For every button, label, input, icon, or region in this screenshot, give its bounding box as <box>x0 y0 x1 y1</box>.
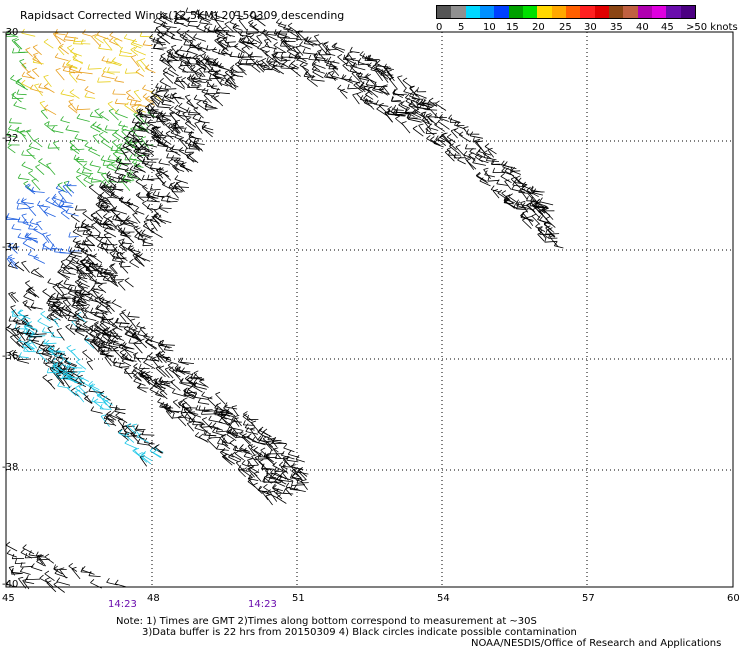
legend-label: 0 <box>436 22 443 33</box>
lon-label-51: 51 <box>292 593 305 604</box>
lat-label-30: -30 <box>2 27 19 38</box>
legend-swatch <box>651 6 667 18</box>
legend-swatch <box>623 6 638 18</box>
legend-swatch <box>608 6 624 18</box>
lon-label-60: 60 <box>727 593 740 604</box>
legend-swatch <box>637 6 652 18</box>
note-line-2: 3)Data buffer is 22 hrs from 20150309 4)… <box>142 627 577 638</box>
legend-swatch <box>494 6 509 18</box>
legend-label: 30 <box>584 22 597 33</box>
legend-swatch <box>465 6 480 18</box>
legend-swatch <box>565 6 581 18</box>
time-label-2: 14:23 <box>248 599 277 610</box>
lon-label-57: 57 <box>582 593 595 604</box>
legend-label: 20 <box>532 22 545 33</box>
legend-label: 35 <box>610 22 623 33</box>
lat-label-34: -34 <box>2 242 19 253</box>
legend-swatch <box>522 6 538 18</box>
legend-swatch <box>537 6 552 18</box>
legend-swatch <box>508 6 523 18</box>
lat-label-36: -36 <box>2 351 19 362</box>
legend-swatch <box>551 6 566 18</box>
lon-label-48: 48 <box>147 593 160 604</box>
wind-barbs <box>5 7 564 593</box>
legend-swatch <box>580 6 595 18</box>
time-label-1: 14:23 <box>108 599 137 610</box>
lon-label-54: 54 <box>437 593 450 604</box>
legend-swatch <box>479 6 495 18</box>
legend-swatch <box>666 6 681 18</box>
lat-lon-grid <box>6 32 733 587</box>
note-line-1: Note: 1) Times are GMT 2)Times along bot… <box>116 616 537 627</box>
legend-label: 5 <box>458 22 465 33</box>
lat-label-38: -38 <box>2 462 19 473</box>
note-line-3: NOAA/NESDIS/Office of Research and Appli… <box>471 638 722 649</box>
legend-label: 45 <box>661 22 674 33</box>
legend-swatch <box>594 6 609 18</box>
legend-swatch <box>437 6 452 18</box>
legend-label: 10 <box>483 22 496 33</box>
map-frame <box>5 31 734 588</box>
legend-label: >50 knots <box>686 22 738 33</box>
legend-label: 25 <box>559 22 572 33</box>
legend-label: 40 <box>636 22 649 33</box>
legend-swatch <box>451 6 466 18</box>
lat-label-32: -32 <box>2 133 19 144</box>
legend-label: 15 <box>506 22 519 33</box>
legend-swatch <box>680 6 695 18</box>
wind-speed-color-bar <box>436 5 696 19</box>
lat-label-40: -40 <box>2 579 19 590</box>
lon-label-45: 45 <box>2 593 15 604</box>
